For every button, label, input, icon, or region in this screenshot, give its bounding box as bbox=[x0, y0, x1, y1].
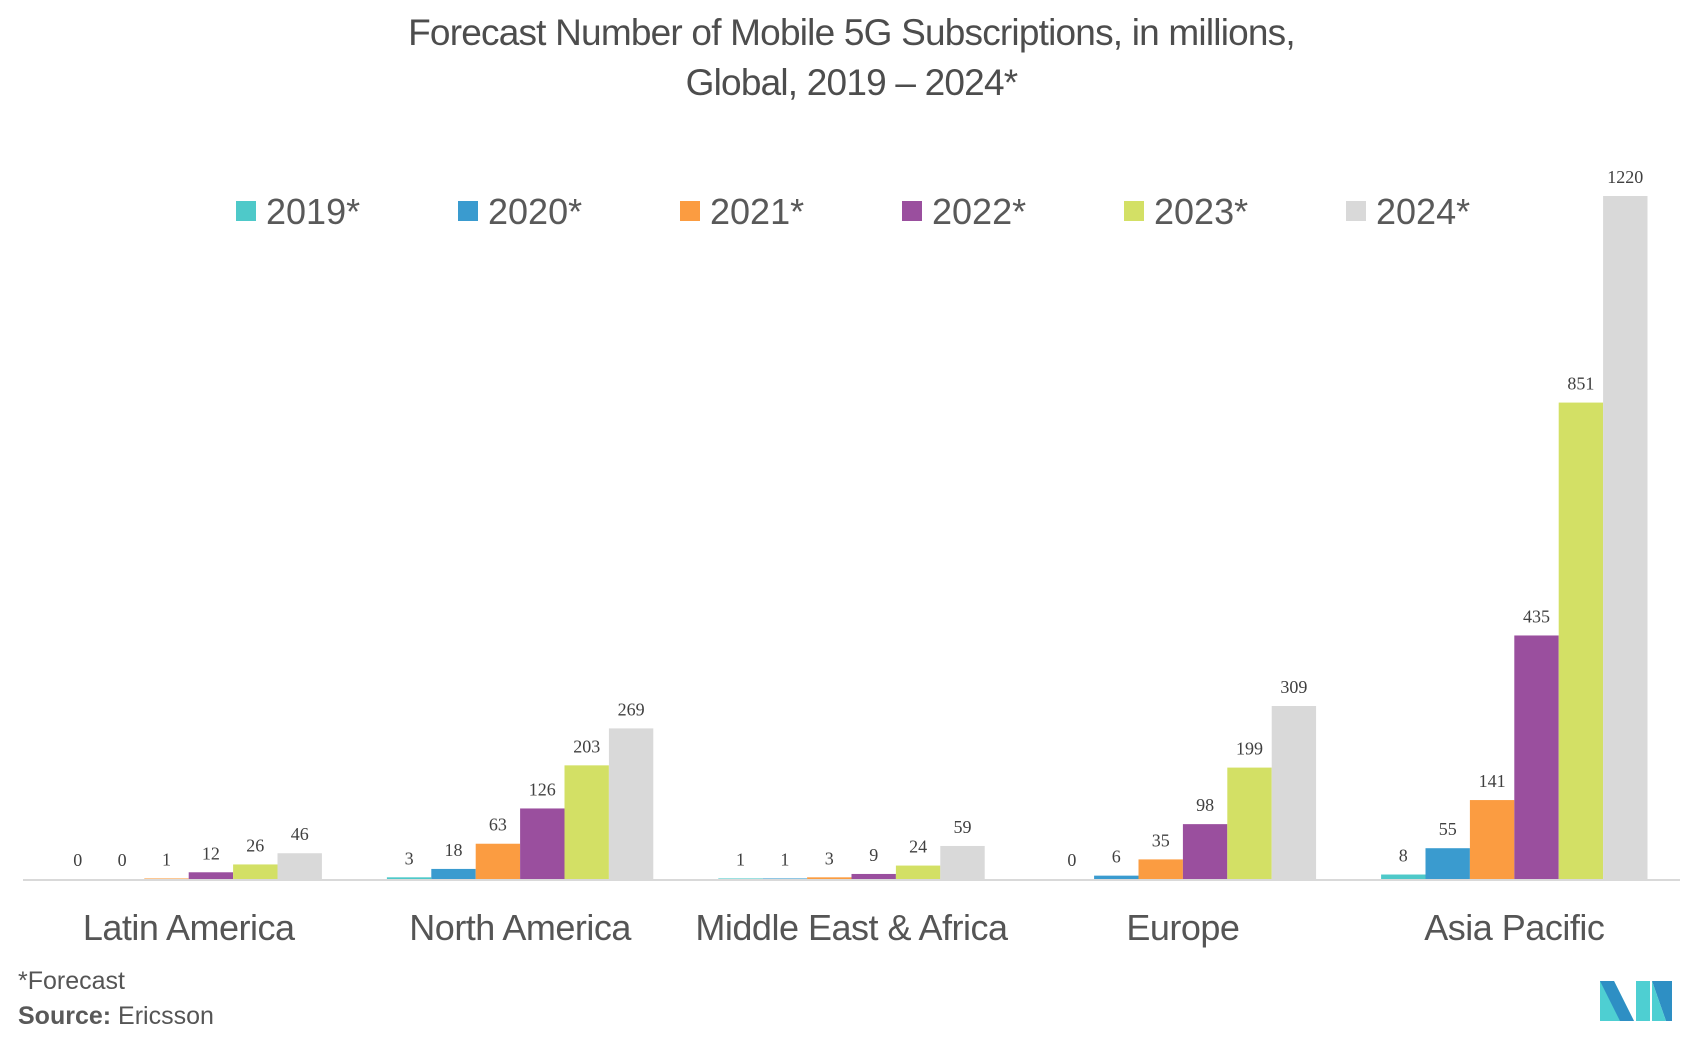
legend-swatch bbox=[236, 201, 256, 221]
bar-asia-pacific-2023 bbox=[1558, 402, 1604, 879]
bar-asia-pacific-2020 bbox=[1425, 848, 1470, 879]
data-label: 199 bbox=[1236, 739, 1263, 759]
category-label: North America bbox=[409, 907, 632, 948]
legend-swatch bbox=[902, 201, 922, 221]
data-label: 1 bbox=[780, 849, 789, 869]
bar-europe-2024 bbox=[1271, 706, 1317, 879]
data-label: 26 bbox=[246, 835, 264, 855]
data-label: 0 bbox=[118, 850, 127, 870]
bar-europe-2022 bbox=[1182, 824, 1228, 879]
data-label: 59 bbox=[954, 817, 972, 837]
legend-swatch bbox=[1124, 201, 1144, 221]
bar-middle-east-africa-2023 bbox=[895, 865, 941, 879]
bar-north-america-2020 bbox=[431, 868, 476, 879]
bar-latin-america-2024 bbox=[277, 853, 322, 879]
data-label: 0 bbox=[73, 850, 82, 870]
data-label: 12 bbox=[202, 843, 220, 863]
data-label: 141 bbox=[1479, 771, 1506, 791]
legend-label: 2019* bbox=[266, 191, 360, 232]
legend-swatch bbox=[680, 201, 700, 221]
data-label: 269 bbox=[618, 699, 645, 719]
data-label: 0 bbox=[1067, 850, 1076, 870]
bar-asia-pacific-2019 bbox=[1381, 874, 1426, 879]
data-label: 1 bbox=[162, 849, 171, 869]
bar-middle-east-africa-2020 bbox=[762, 878, 808, 879]
category-label: Latin America bbox=[83, 907, 296, 948]
bar-asia-pacific-2024 bbox=[1603, 196, 1648, 879]
legend-label: 2021* bbox=[710, 191, 804, 232]
bar-europe-2023 bbox=[1227, 767, 1272, 879]
data-label: 6 bbox=[1112, 847, 1121, 867]
mordor-intelligence-logo-icon bbox=[1600, 981, 1672, 1021]
legend-swatch bbox=[1346, 201, 1366, 221]
legend-label: 2020* bbox=[488, 191, 582, 232]
bar-europe-2020 bbox=[1094, 875, 1139, 879]
legend-item-2019: 2019* bbox=[236, 191, 360, 232]
category-label: Europe bbox=[1126, 907, 1239, 948]
bar-north-america-2024 bbox=[608, 728, 654, 879]
bar-north-america-2022 bbox=[520, 808, 565, 879]
footnote-forecast: *Forecast bbox=[18, 967, 125, 995]
legend-swatch bbox=[458, 201, 478, 221]
data-label: 9 bbox=[869, 845, 878, 865]
data-label: 309 bbox=[1280, 677, 1307, 697]
data-label: 24 bbox=[909, 837, 927, 857]
legend-item-2020: 2020* bbox=[458, 191, 582, 232]
legend-label: 2023* bbox=[1154, 191, 1248, 232]
data-label: 1 bbox=[736, 849, 745, 869]
data-label: 8 bbox=[1399, 846, 1408, 866]
data-label: 851 bbox=[1567, 374, 1594, 394]
data-label: 3 bbox=[825, 848, 834, 868]
bar-latin-america-2022 bbox=[188, 872, 234, 879]
source-line: Source: Ericsson bbox=[18, 1002, 214, 1031]
chart-title-line1: Forecast Number of Mobile 5G Subscriptio… bbox=[408, 12, 1296, 53]
data-label: 63 bbox=[489, 815, 507, 835]
data-label: 435 bbox=[1523, 606, 1550, 626]
data-label: 126 bbox=[529, 779, 556, 799]
chart-title: Forecast Number of Mobile 5G Subscriptio… bbox=[0, 8, 1703, 108]
data-label: 55 bbox=[1439, 819, 1457, 839]
bar-latin-america-2023 bbox=[233, 864, 278, 879]
bar-north-america-2019 bbox=[386, 877, 432, 879]
source-value: Ericsson bbox=[118, 1002, 214, 1030]
legend-item-2023: 2023* bbox=[1124, 191, 1248, 232]
bar-middle-east-africa-2022 bbox=[851, 873, 896, 879]
bar-north-america-2021 bbox=[475, 843, 521, 879]
data-label: 1220 bbox=[1607, 167, 1643, 187]
category-label: Asia Pacific bbox=[1424, 907, 1605, 948]
legend-label: 2024* bbox=[1376, 191, 1470, 232]
data-label: 46 bbox=[291, 824, 309, 844]
legend-item-2024: 2024* bbox=[1346, 191, 1470, 232]
bar-north-america-2023 bbox=[564, 765, 609, 879]
data-label: 203 bbox=[573, 736, 600, 756]
data-label: 35 bbox=[1152, 830, 1170, 850]
category-label: Middle East & Africa bbox=[695, 907, 1009, 948]
data-label: 18 bbox=[445, 840, 463, 860]
source-label: Source: bbox=[18, 1002, 112, 1030]
legend-item-2021: 2021* bbox=[680, 191, 804, 232]
bar-asia-pacific-2022 bbox=[1514, 635, 1559, 879]
bar-middle-east-africa-2019 bbox=[718, 878, 763, 879]
bar-middle-east-africa-2021 bbox=[807, 877, 852, 879]
bar-latin-america-2021 bbox=[144, 878, 189, 879]
legend-item-2022: 2022* bbox=[902, 191, 1026, 232]
bar-europe-2021 bbox=[1138, 859, 1183, 879]
data-label: 3 bbox=[405, 848, 414, 868]
chart-title-line2: Global, 2019 – 2024* bbox=[685, 62, 1018, 103]
data-label: 98 bbox=[1196, 795, 1214, 815]
bar-middle-east-africa-2024 bbox=[940, 845, 985, 879]
bar-asia-pacific-2021 bbox=[1469, 800, 1515, 879]
legend-label: 2022* bbox=[932, 191, 1026, 232]
